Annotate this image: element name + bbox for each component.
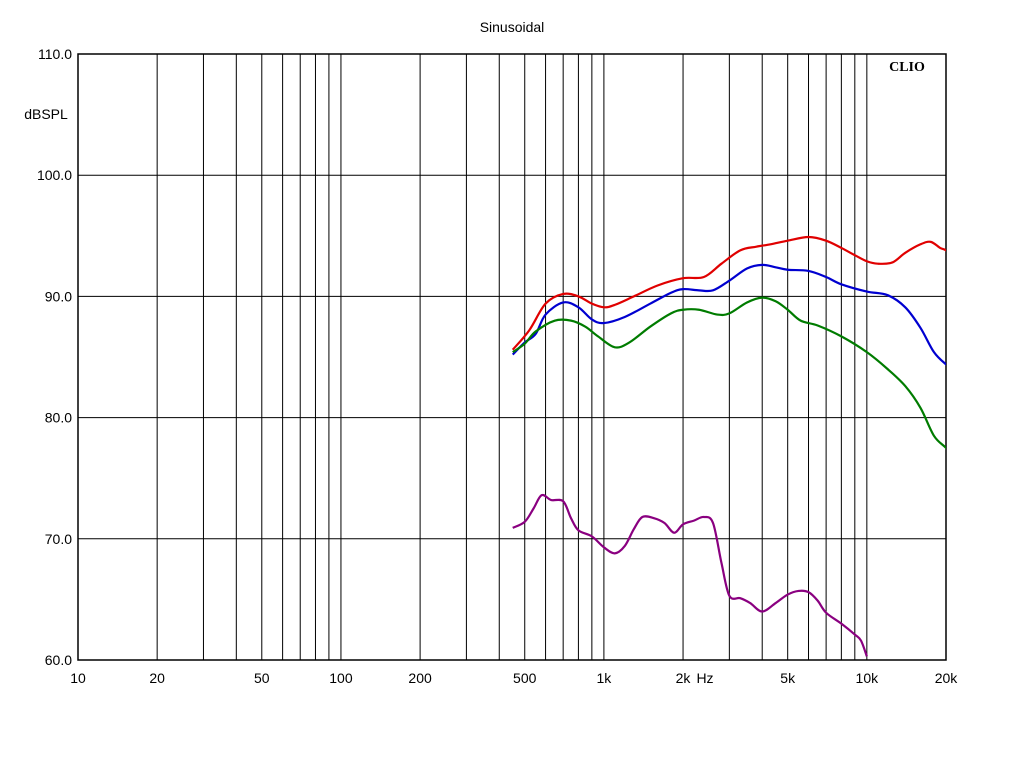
x-tick-label: 50 (254, 670, 270, 686)
y-tick-label: 70.0 (45, 531, 72, 547)
x-tick-label: 10k (856, 670, 880, 686)
x-tick-label: 20k (935, 670, 959, 686)
x-tick-label: 1k (596, 670, 612, 686)
grid (78, 54, 946, 660)
y-tick-label: 90.0 (45, 288, 72, 304)
x-tick-labels: 10 20 50 100 200 500 1k 2k 5k 10k 20k (70, 670, 958, 686)
x-axis-label: Hz (696, 670, 713, 686)
series-line-4 (512, 493, 868, 657)
y-tick-label: 110.0 (38, 46, 72, 62)
x-tick-label: 200 (408, 670, 432, 686)
x-tick-label: 100 (329, 670, 353, 686)
brand-label: CLIO (889, 60, 925, 75)
chart-title: Sinusoidal (480, 19, 545, 35)
x-tick-label: 10 (70, 670, 86, 686)
x-tick-label: 500 (513, 670, 537, 686)
plot-area-frame (77, 53, 947, 661)
y-tick-label: 60.0 (45, 652, 72, 668)
x-tick-label: 20 (149, 670, 165, 686)
series-line-2 (511, 263, 946, 366)
series-line-3 (512, 296, 946, 450)
y-tick-labels: 110.0 100.0 90.0 80.0 70.0 60.0 (37, 46, 72, 668)
x-tick-label: 2k (676, 670, 692, 686)
y-tick-label: 100.0 (37, 167, 72, 183)
x-tick-label: 5k (780, 670, 796, 686)
series-line-1 (511, 235, 946, 351)
y-tick-label: 80.0 (45, 410, 72, 426)
y-axis-label: dBSPL (24, 106, 68, 122)
series-group (511, 235, 946, 657)
